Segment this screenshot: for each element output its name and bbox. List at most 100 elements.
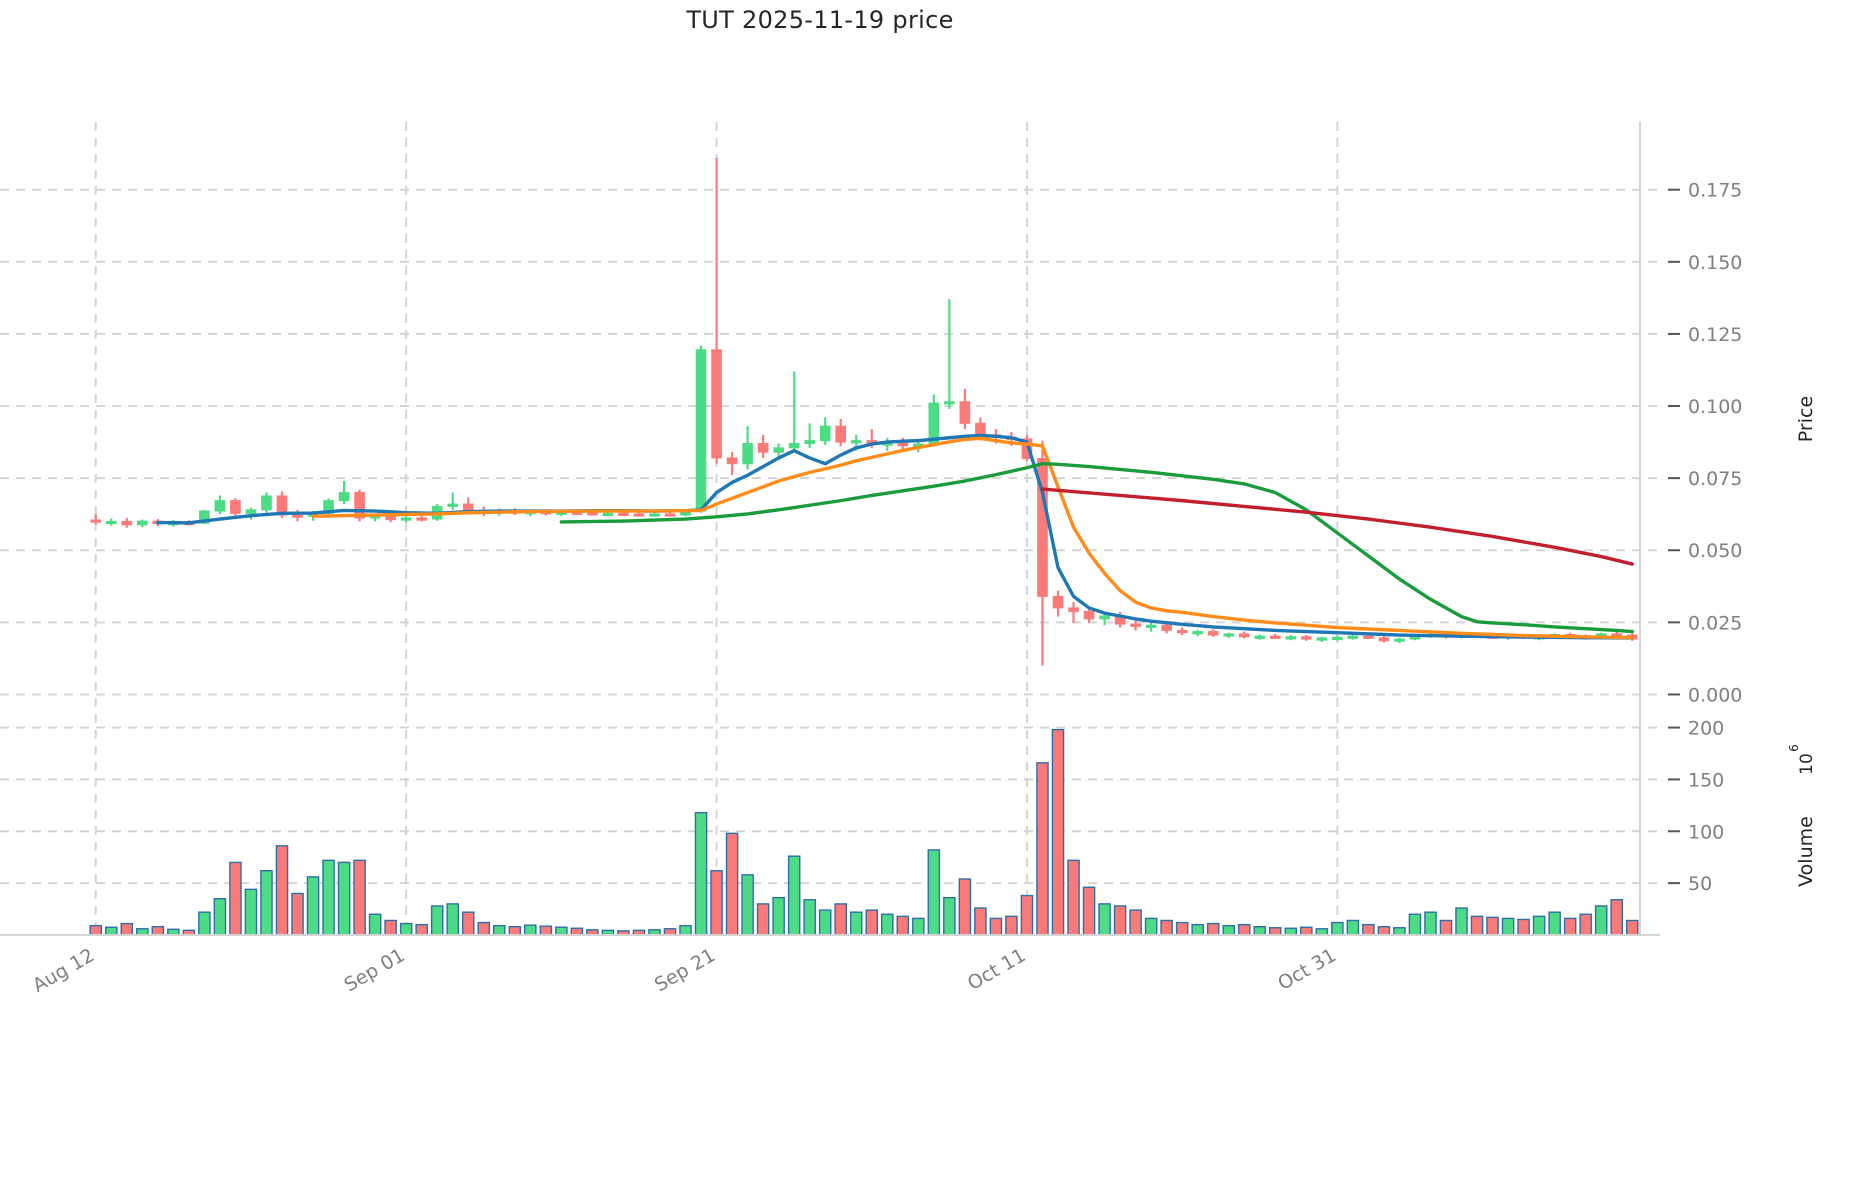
volume-bar (1517, 918, 1530, 936)
ma-layer (156, 433, 1634, 640)
volume-bar (927, 849, 941, 936)
candlestick (261, 492, 272, 513)
volume-bar (1020, 894, 1034, 936)
volume-bar (198, 911, 211, 936)
volume-bar (943, 896, 956, 936)
price-tick-label: 0.125 (1688, 324, 1742, 346)
candlestick (819, 417, 831, 445)
volume-bar (1036, 762, 1049, 936)
volume-bar (1237, 923, 1251, 936)
volume-bar (415, 923, 428, 936)
volume-bar (1051, 728, 1065, 936)
volume-exponent: 10 (1797, 753, 1817, 775)
volume-bar (492, 924, 506, 936)
moving-average-line-ma-orange (311, 436, 1634, 640)
volume-bar (834, 903, 848, 936)
volume-bar (1191, 923, 1204, 936)
volume-bar (1175, 921, 1189, 936)
volume-panel (89, 728, 1639, 936)
volume-bar (1470, 915, 1484, 936)
volume-bar (694, 811, 708, 936)
candlestick (788, 371, 800, 450)
volume-bar (539, 925, 553, 936)
moving-average-line-ma-red (1040, 487, 1634, 566)
candlestick (105, 518, 117, 526)
volume-bar (260, 869, 273, 936)
volume-bar (555, 926, 568, 936)
candlestick (1394, 637, 1405, 644)
candlestick (214, 495, 226, 515)
candlestick (1269, 633, 1281, 640)
volume-bar (989, 917, 1003, 936)
volume-bar (772, 896, 785, 936)
volume-tick-label: 150 (1688, 769, 1724, 791)
candlestick (1316, 636, 1328, 642)
candlestick (338, 481, 350, 505)
price-tick-label: 0.100 (1688, 396, 1742, 418)
volume-bar (368, 913, 382, 936)
candlestick (1254, 634, 1266, 640)
price-tick-label: 0.175 (1688, 180, 1742, 202)
volume-bar (1377, 926, 1391, 936)
price-tick-label: 0.000 (1688, 684, 1742, 706)
candlestick (757, 434, 769, 458)
x-tick-label: Sep 21 (651, 944, 719, 996)
volume-bar (1082, 886, 1096, 936)
volume-bar (1548, 911, 1561, 936)
volume-bar (1455, 907, 1468, 936)
volume-bar (1393, 927, 1406, 936)
moving-average-line-ma-blue (156, 433, 1634, 640)
candlestick (245, 507, 257, 520)
volume-bar (1067, 859, 1080, 936)
candlestick (1207, 629, 1219, 637)
candlestick (1037, 440, 1048, 666)
candlestick (1238, 631, 1250, 639)
volume-bar (1408, 913, 1422, 936)
candlestick (1083, 607, 1095, 623)
volume-bar (1206, 922, 1220, 936)
volume-exponent-sup: 6 (1787, 744, 1801, 752)
x-tick-label: Sep 01 (340, 944, 408, 996)
candlestick (1099, 613, 1110, 626)
price-tick-label: 0.075 (1688, 468, 1742, 490)
candlestick (835, 419, 847, 447)
axis-layer: 0.175 0.150 0.125 0.100 0.075 0.050 0.025 0.000… (0, 122, 1817, 997)
volume-bar (1331, 921, 1344, 936)
grid-layer (0, 122, 1660, 935)
volume-bar (756, 903, 770, 936)
volume-bar (446, 903, 460, 936)
candlestick (742, 426, 753, 470)
price-axis-title: Price (1795, 396, 1817, 442)
volume-bar (570, 927, 584, 936)
volume-bar (322, 859, 335, 936)
candlestick (1332, 635, 1343, 641)
candlestick (1176, 627, 1188, 636)
volume-bar (1284, 927, 1298, 936)
volume-bar (461, 911, 475, 936)
candlestick (1347, 634, 1359, 640)
volume-bar (1346, 919, 1360, 936)
candlestick (230, 498, 241, 517)
volume-bar (787, 855, 801, 936)
price-panel (90, 157, 1638, 666)
price-tick-label: 0.150 (1688, 252, 1742, 274)
volume-bar (1362, 923, 1375, 936)
volume-bar (244, 888, 258, 936)
volume-bar (679, 924, 692, 936)
volume-bar (524, 924, 537, 936)
candlestick (1052, 590, 1064, 617)
volume-bar (477, 921, 491, 936)
candlestick (447, 492, 459, 510)
volume-bar (306, 876, 320, 936)
volume-bar (229, 861, 242, 936)
volume-bar (1486, 916, 1499, 936)
candlestick (944, 299, 955, 409)
candlestick (726, 452, 738, 476)
volume-bar (1300, 926, 1313, 936)
volume-bar (151, 926, 165, 936)
candlestick (695, 345, 707, 513)
volume-bar (104, 926, 118, 936)
volume-bar (710, 869, 723, 936)
volume-bar (1268, 927, 1282, 936)
